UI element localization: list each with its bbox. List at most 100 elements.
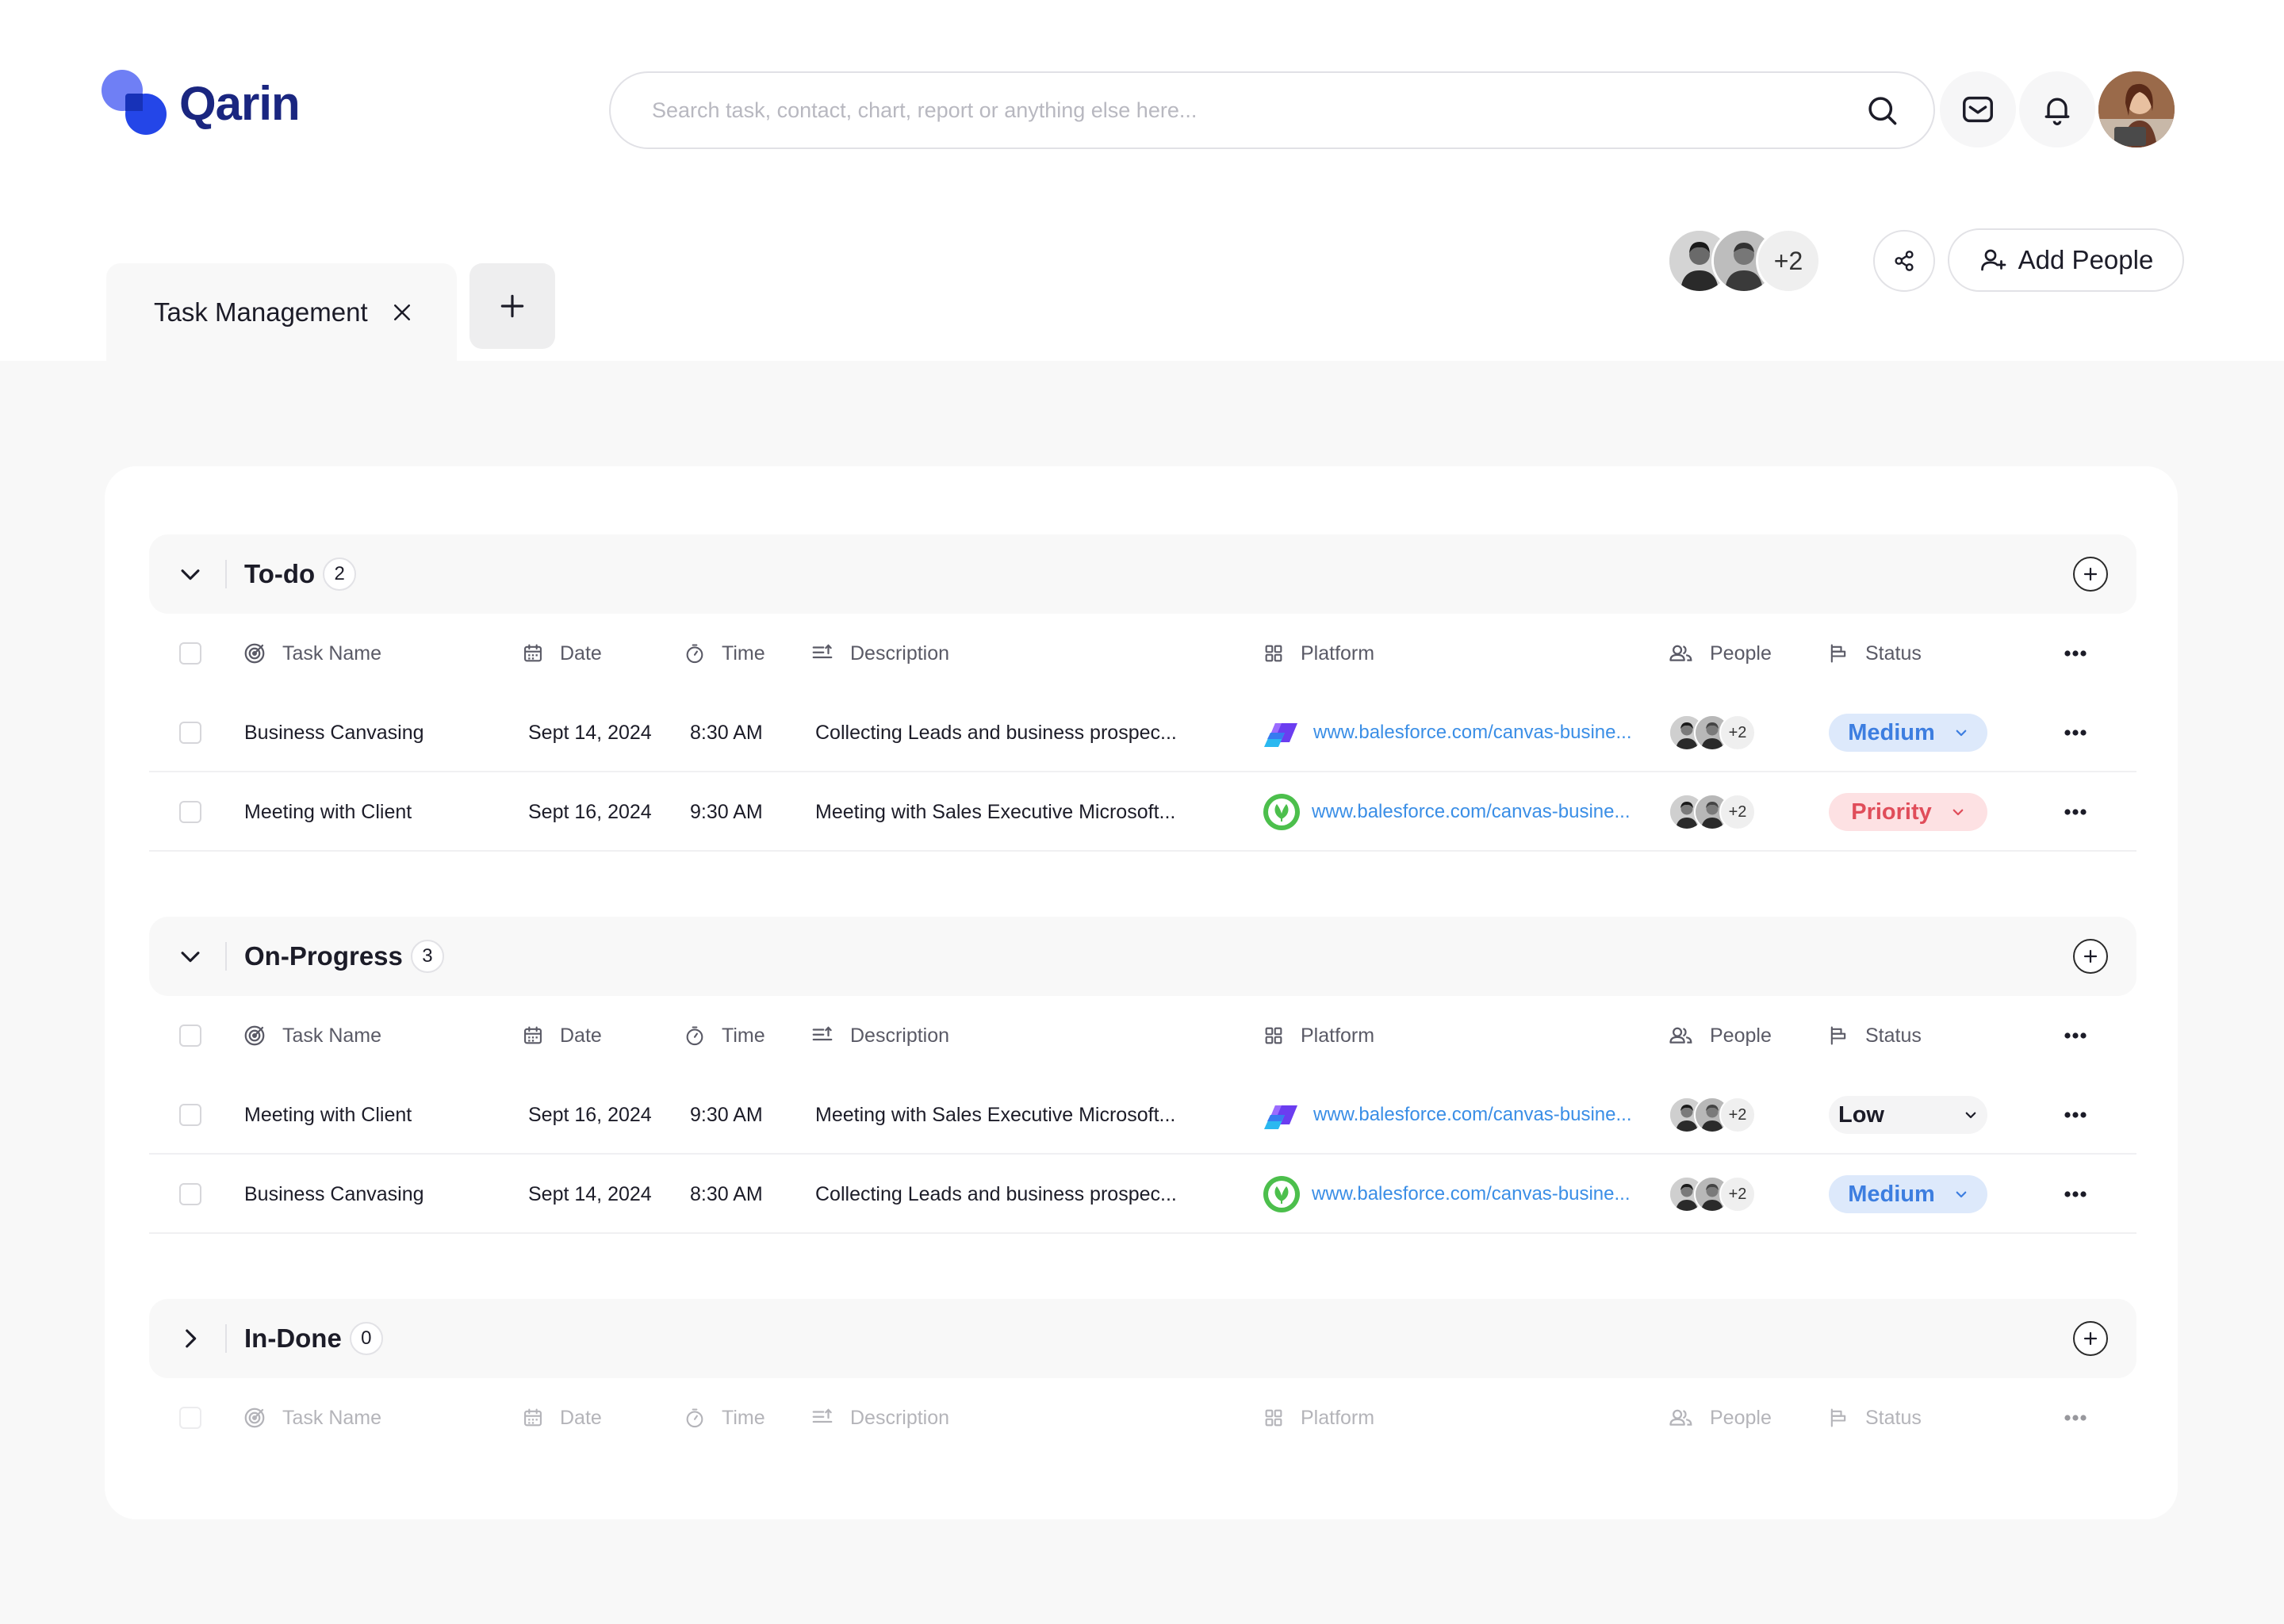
status-label: Medium (1848, 719, 1935, 745)
column-time[interactable]: Time (684, 996, 765, 1075)
flag-icon (1827, 642, 1857, 665)
column-status[interactable]: Status (1827, 1378, 1922, 1457)
add-people-button[interactable]: Add People (1948, 228, 2184, 292)
column-status[interactable]: Status (1827, 996, 1922, 1075)
column-date[interactable]: Date (522, 996, 602, 1075)
team-avatars[interactable]: +2 (1667, 228, 1821, 293)
group-title: To-do 2 (244, 557, 357, 592)
column-status[interactable]: Status (1827, 614, 1922, 693)
row-checkbox[interactable] (179, 1183, 201, 1205)
column-description[interactable]: Description (811, 996, 949, 1075)
status-dropdown[interactable]: Priority (1829, 793, 1987, 831)
add-people-label: Add People (2018, 245, 2154, 274)
table-row[interactable]: Meeting with Client Sept 16, 2024 9:30 AM M… (149, 1075, 2136, 1155)
add-task-button[interactable] (2073, 1321, 2108, 1356)
table-row[interactable]: Business Canvasing Sept 14, 2024 8:30 AM Co… (149, 1155, 2136, 1234)
close-icon[interactable] (390, 301, 414, 324)
user-avatar[interactable] (2098, 71, 2175, 147)
people-cell[interactable]: +2 (1669, 1075, 1756, 1155)
status-dropdown[interactable]: Low (1829, 1096, 1987, 1134)
inbox-button[interactable] (1940, 71, 2016, 147)
platform-link[interactable]: www.balesforce.com/canvas-busine... (1313, 722, 1632, 743)
column-platform[interactable]: Platform (1263, 1378, 1374, 1457)
column-date[interactable]: Date (522, 614, 602, 693)
column-people[interactable]: People (1669, 614, 1772, 693)
assignee-avatars: +2 (1669, 1176, 1756, 1212)
add-task-button[interactable] (2073, 557, 2108, 592)
column-date[interactable]: Date (522, 1378, 602, 1457)
row-checkbox[interactable] (179, 1104, 201, 1126)
column-description[interactable]: Description (811, 1378, 949, 1457)
column-label: People (1710, 1406, 1772, 1429)
more-options-icon[interactable] (2064, 1378, 2095, 1457)
table-header: Task Name Date Time Description Platform Peop… (149, 996, 2136, 1075)
tab-task-management[interactable]: Task Management (106, 263, 457, 361)
column-label: Status (1865, 642, 1922, 665)
column-time[interactable]: Time (684, 1378, 765, 1457)
people-cell[interactable]: +2 (1669, 693, 1756, 772)
chevron-down-icon[interactable] (174, 558, 206, 590)
platform-link[interactable]: www.balesforce.com/canvas-busine... (1313, 1104, 1632, 1125)
column-label: Time (722, 642, 765, 665)
task-name[interactable]: Business Canvasing (244, 1182, 424, 1205)
search-input[interactable] (650, 97, 1865, 124)
notification-button[interactable] (2019, 71, 2095, 147)
row-checkbox[interactable] (179, 722, 201, 744)
group-title-text: In-Done (244, 1323, 342, 1353)
column-task-name[interactable]: Task Name (243, 614, 381, 693)
column-label: Description (850, 1406, 950, 1429)
task-name[interactable]: Business Canvasing (244, 721, 424, 744)
group-header[interactable]: In-Done 0 (149, 1299, 2136, 1378)
task-date: Sept 16, 2024 (528, 1103, 652, 1126)
more-options-icon[interactable] (2064, 614, 2095, 693)
row-more-options-icon[interactable] (2064, 693, 2087, 772)
row-select-cell (179, 1155, 201, 1234)
share-icon (1895, 251, 1914, 271)
row-more-options-icon[interactable] (2064, 1075, 2087, 1155)
platform-link[interactable]: www.balesforce.com/canvas-busine... (1312, 1183, 1631, 1205)
chevron-down-icon[interactable] (174, 940, 206, 972)
task-time: 8:30 AM (690, 1182, 763, 1205)
row-more-options-icon[interactable] (2064, 1155, 2087, 1234)
select-all-checkbox[interactable] (179, 1025, 201, 1047)
platform-link[interactable]: www.balesforce.com/canvas-busine... (1312, 801, 1631, 822)
chevron-right-icon[interactable] (174, 1323, 206, 1354)
task-name[interactable]: Meeting with Client (244, 1103, 412, 1126)
column-time[interactable]: Time (684, 614, 765, 693)
more-options-icon[interactable] (2064, 996, 2095, 1075)
column-task-name[interactable]: Task Name (243, 1378, 381, 1457)
search-icon[interactable] (1865, 94, 1899, 127)
add-user-icon (1980, 249, 2006, 271)
task-description: Meeting with Sales Executive Microsoft..… (815, 800, 1176, 823)
table-row[interactable]: Business Canvasing Sept 14, 2024 8:30 AM Co… (149, 693, 2136, 772)
status-dropdown[interactable]: Medium (1829, 714, 1987, 752)
add-task-button[interactable] (2073, 939, 2108, 974)
column-people[interactable]: People (1669, 996, 1772, 1075)
share-button[interactable] (1873, 230, 1935, 292)
task-name[interactable]: Meeting with Client (244, 800, 412, 823)
plus-icon (500, 294, 524, 318)
add-tab-button[interactable] (469, 263, 555, 349)
people-cell[interactable]: +2 (1669, 772, 1756, 852)
row-checkbox[interactable] (179, 801, 201, 823)
table-row[interactable]: Meeting with Client Sept 16, 2024 9:30 AM M… (149, 772, 2136, 852)
row-more-options-icon[interactable] (2064, 772, 2087, 852)
column-platform[interactable]: Platform (1263, 614, 1374, 693)
column-description[interactable]: Description (811, 614, 949, 693)
group-header[interactable]: To-do 2 (149, 534, 2136, 614)
app-logo[interactable]: Qarin (102, 70, 301, 136)
people-cell[interactable]: +2 (1669, 1155, 1756, 1234)
row-select-cell (179, 772, 201, 852)
select-all-checkbox[interactable] (179, 1407, 201, 1429)
status-dropdown[interactable]: Medium (1829, 1175, 1987, 1213)
group-header[interactable]: On-Progress 3 (149, 917, 2136, 996)
task-board: To-do 2 Task Name Date Time Description Platfo… (105, 466, 2178, 1519)
column-task-name[interactable]: Task Name (243, 996, 381, 1075)
task-date: Sept 16, 2024 (528, 800, 652, 823)
column-label: Task Name (282, 642, 382, 665)
select-all-checkbox[interactable] (179, 642, 201, 665)
column-platform[interactable]: Platform (1263, 996, 1374, 1075)
column-people[interactable]: People (1669, 1378, 1772, 1457)
more-assignees-count: +2 (1719, 1176, 1756, 1212)
column-label: Platform (1301, 642, 1375, 665)
